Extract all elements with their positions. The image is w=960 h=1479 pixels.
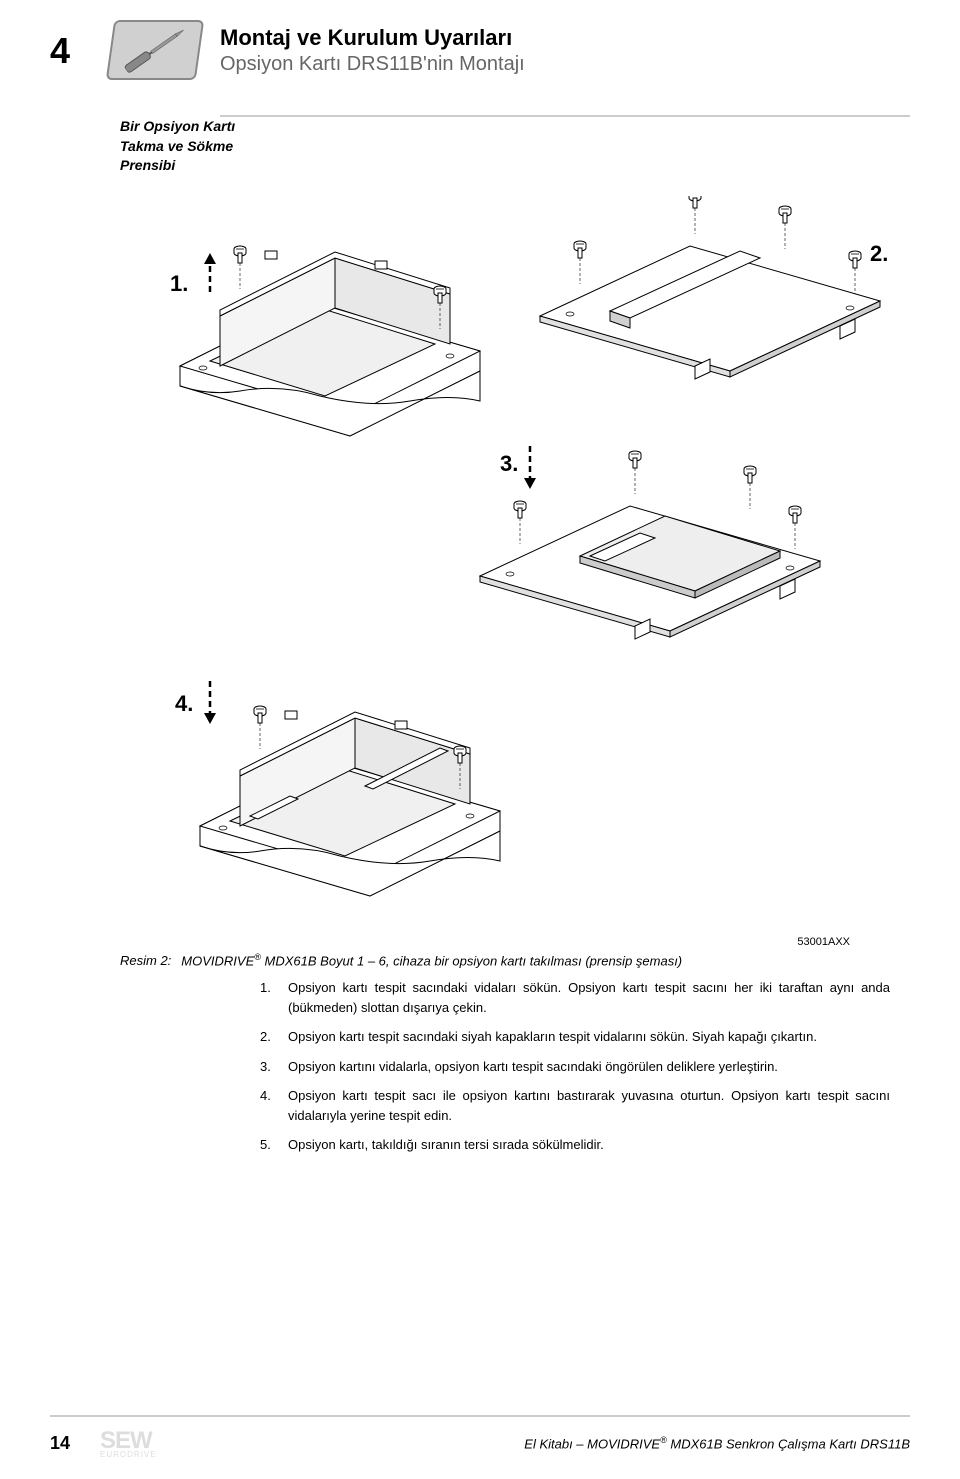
- caption-prefix: MOVIDRIVE: [181, 953, 254, 968]
- title-block: Montaj ve Kurulum Uyarıları Opsiyon Kart…: [220, 20, 910, 76]
- item-number: 4.: [260, 1086, 278, 1125]
- list-item: 4. Opsiyon kartı tespit sacı ile opsiyon…: [260, 1086, 890, 1125]
- assembly-diagram: 1. 2. 3. 4.: [170, 196, 890, 906]
- list-item: 3. Opsiyon kartını vidalarla, opsiyon ka…: [260, 1057, 890, 1077]
- subheading-line: Bir Opsiyon Kartı: [120, 118, 235, 134]
- subheading-line: Takma ve Sökme: [120, 138, 233, 154]
- item-text: Opsiyon kartı, takıldığı sıranın tersi s…: [288, 1135, 890, 1155]
- list-item: 2. Opsiyon kartı tespit sacındaki siyah …: [260, 1027, 890, 1047]
- item-number: 5.: [260, 1135, 278, 1155]
- subheading: Bir Opsiyon Kartı Takma ve Sökme Prensib…: [120, 117, 910, 176]
- item-text: Opsiyon kartı tespit sacı ile opsiyon ka…: [288, 1086, 890, 1125]
- diagram-step-label: 4.: [175, 691, 193, 717]
- page-number: 14: [50, 1433, 70, 1454]
- caption-text: MOVIDRIVE® MDX61B Boyut 1 – 6, cihaza bi…: [181, 952, 682, 968]
- diagram-step-label: 1.: [170, 271, 188, 297]
- page-header: 4 Montaj ve Kurulum Uyarıları Opsiyon Ka…: [50, 20, 910, 80]
- page-footer: 14 SEW EURODRIVE El Kitabı – MOVIDRIVE® …: [50, 1415, 910, 1459]
- item-text: Opsiyon kartını vidalarla, opsiyon kartı…: [288, 1057, 890, 1077]
- list-item: 5. Opsiyon kartı, takıldığı sıranın ters…: [260, 1135, 890, 1155]
- list-item: 1. Opsiyon kartı tespit sacındaki vidala…: [260, 978, 890, 1017]
- diagram-step-label: 2.: [870, 241, 888, 267]
- footer-prefix: El Kitabı – MOVIDRIVE: [524, 1436, 660, 1451]
- item-number: 2.: [260, 1027, 278, 1047]
- footer-suffix: MDX61B Senkron Çalışma Kartı DRS11B: [667, 1436, 910, 1451]
- item-number: 1.: [260, 978, 278, 1017]
- page-title: Montaj ve Kurulum Uyarıları: [220, 25, 910, 51]
- item-text: Opsiyon kartı tespit sacındaki siyah kap…: [288, 1027, 890, 1047]
- instruction-list: 1. Opsiyon kartı tespit sacındaki vidala…: [260, 978, 890, 1155]
- caption-label: Resim 2:: [120, 953, 171, 968]
- page-subtitle: Opsiyon Kartı DRS11B'nin Montajı: [220, 53, 910, 76]
- caption-suffix: MDX61B Boyut 1 – 6, cihaza bir opsiyon k…: [261, 953, 682, 968]
- screwdriver-icon: [106, 20, 204, 80]
- subheading-line: Prensibi: [120, 157, 175, 173]
- section-number: 4: [50, 20, 90, 72]
- sew-logo: SEW EURODRIVE: [100, 1427, 157, 1459]
- logo-subtext: EURODRIVE: [100, 1450, 157, 1459]
- footer-title: El Kitabı – MOVIDRIVE® MDX61B Senkron Ça…: [524, 1435, 910, 1451]
- diagram-code: 53001AXX: [50, 936, 850, 948]
- diagram-step-label: 3.: [500, 451, 518, 477]
- figure-caption: Resim 2: MOVIDRIVE® MDX61B Boyut 1 – 6, …: [120, 952, 910, 968]
- registered-mark: ®: [660, 1435, 667, 1445]
- item-number: 3.: [260, 1057, 278, 1077]
- registered-mark: ®: [254, 952, 261, 962]
- item-text: Opsiyon kartı tespit sacındaki vidaları …: [288, 978, 890, 1017]
